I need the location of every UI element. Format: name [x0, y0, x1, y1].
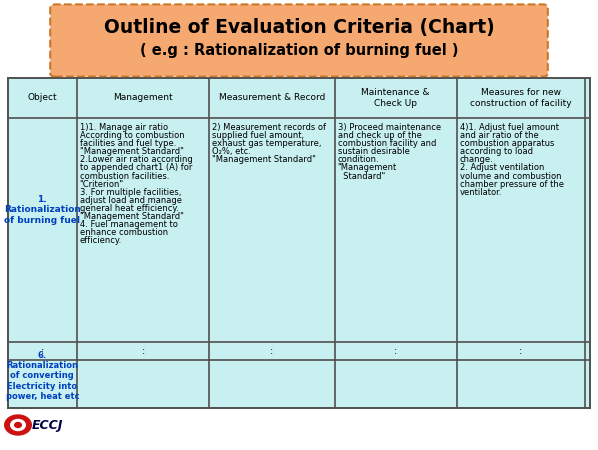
Text: and check up of the: and check up of the	[337, 131, 422, 140]
Text: :: :	[41, 346, 44, 356]
Text: sustain desirable: sustain desirable	[337, 147, 410, 156]
Circle shape	[5, 415, 31, 435]
Text: to appended chart1 (A) for: to appended chart1 (A) for	[80, 163, 192, 172]
Text: 1.
Rationalization
of burning fuel: 1. Rationalization of burning fuel	[4, 195, 81, 225]
Text: "Management: "Management	[337, 163, 396, 172]
Text: 2) Measurement records of: 2) Measurement records of	[212, 123, 327, 132]
Text: change.: change.	[460, 155, 493, 164]
Text: :: :	[394, 346, 397, 356]
Text: Object: Object	[28, 94, 57, 103]
Text: condition.: condition.	[337, 155, 379, 164]
Text: :: :	[519, 346, 523, 356]
Text: 2. Adjust ventilation: 2. Adjust ventilation	[460, 163, 544, 172]
Text: volume and combustion: volume and combustion	[460, 171, 561, 180]
Text: combustion apparatus: combustion apparatus	[460, 139, 554, 148]
Text: 2.Lower air ratio according: 2.Lower air ratio according	[80, 155, 193, 164]
Text: Standard": Standard"	[337, 171, 385, 180]
Text: Management: Management	[113, 94, 173, 103]
Text: 3. For multiple facilities,: 3. For multiple facilities,	[80, 188, 181, 197]
Text: general heat efficiency.: general heat efficiency.	[80, 204, 178, 213]
Text: :: :	[270, 346, 273, 356]
Text: according to load: according to load	[460, 147, 533, 156]
Text: ( e.g : Rationalization of burning fuel ): ( e.g : Rationalization of burning fuel …	[140, 42, 458, 58]
Text: combustion facilities.: combustion facilities.	[80, 171, 169, 180]
Text: "Management Standard": "Management Standard"	[80, 212, 184, 221]
Text: 6.
Rationalization
of converting
Electricity into
power, heat etc: 6. Rationalization of converting Electri…	[5, 351, 79, 401]
Text: combustion facility and: combustion facility and	[337, 139, 436, 148]
Text: According to combustion: According to combustion	[80, 131, 184, 140]
Text: 1)1. Manage air ratio: 1)1. Manage air ratio	[80, 123, 168, 132]
Text: 4)1. Adjust fuel amount: 4)1. Adjust fuel amount	[460, 123, 559, 132]
Text: adjust load and manage: adjust load and manage	[80, 196, 182, 205]
Text: supplied fuel amount,: supplied fuel amount,	[212, 131, 304, 140]
Text: Measures for new
construction of facility: Measures for new construction of facilit…	[470, 88, 572, 108]
Text: and air ratio of the: and air ratio of the	[460, 131, 538, 140]
Text: "Criterion": "Criterion"	[80, 180, 124, 189]
Circle shape	[15, 423, 22, 427]
Text: facilities and fuel type.: facilities and fuel type.	[80, 139, 176, 148]
Text: O₂%, etc.: O₂%, etc.	[212, 147, 251, 156]
Text: :: :	[141, 346, 145, 356]
Text: Maintenance &
Check Up: Maintenance & Check Up	[361, 88, 430, 108]
Text: "Management Standard": "Management Standard"	[80, 147, 184, 156]
Text: ECCJ: ECCJ	[32, 418, 63, 432]
Text: Measurement & Record: Measurement & Record	[219, 94, 325, 103]
Text: enhance combustion: enhance combustion	[80, 228, 168, 237]
Text: ventilator.: ventilator.	[460, 188, 502, 197]
Text: 4. Fuel management to: 4. Fuel management to	[80, 220, 178, 229]
FancyBboxPatch shape	[50, 4, 548, 76]
Text: efficiency.: efficiency.	[80, 236, 122, 245]
Circle shape	[11, 419, 25, 431]
Text: exhaust gas temperature,: exhaust gas temperature,	[212, 139, 322, 148]
Text: 3) Proceed maintenance: 3) Proceed maintenance	[337, 123, 441, 132]
Text: Outline of Evaluation Criteria (Chart): Outline of Evaluation Criteria (Chart)	[103, 18, 495, 36]
Bar	[8, 78, 590, 408]
Text: "Management Standard": "Management Standard"	[212, 155, 316, 164]
Text: chamber pressure of the: chamber pressure of the	[460, 180, 564, 189]
